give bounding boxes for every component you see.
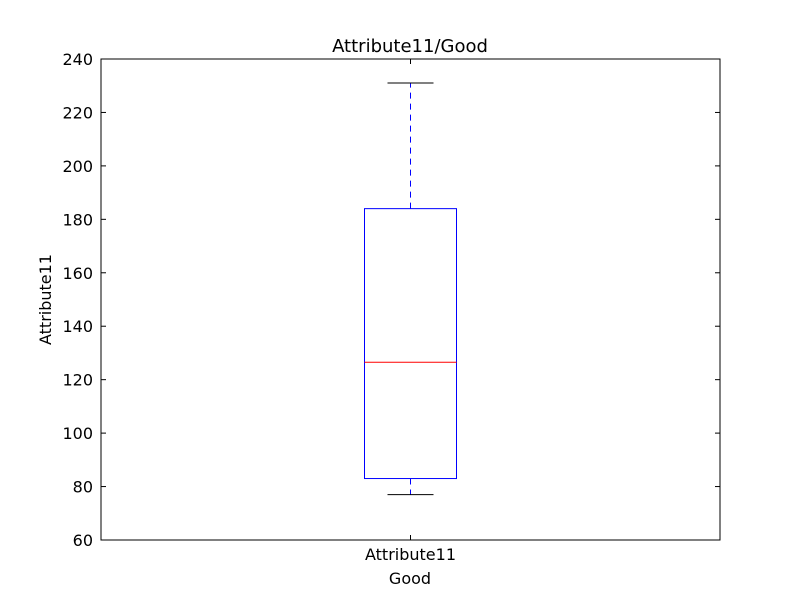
y-tick-label: 140: [62, 317, 93, 336]
y-tick-label: 200: [62, 157, 93, 176]
y-axis-ticks: 60 80 100 120 140 160 180 200 220 240: [62, 50, 720, 550]
x-axis-ticks: Attribute11: [365, 59, 456, 564]
box-group: [364, 82, 457, 496]
y-axis-label: Attribute11: [36, 254, 55, 345]
y-tick-label: 60: [73, 531, 93, 550]
y-tick-label: 160: [62, 264, 93, 283]
y-tick-label: 220: [62, 103, 93, 122]
y-tick-label: 80: [73, 478, 93, 497]
iqr-box: [364, 208, 457, 480]
y-tick-label: 100: [62, 424, 93, 443]
chart-title: Attribute11/Good: [332, 36, 488, 57]
y-tick-label: 240: [62, 50, 93, 69]
x-tick-label: Attribute11: [365, 545, 456, 564]
plot-frame: [100, 58, 721, 541]
y-tick-label: 180: [62, 210, 93, 229]
y-tick-label: 120: [62, 371, 93, 390]
x-axis-label: Good: [389, 569, 431, 588]
